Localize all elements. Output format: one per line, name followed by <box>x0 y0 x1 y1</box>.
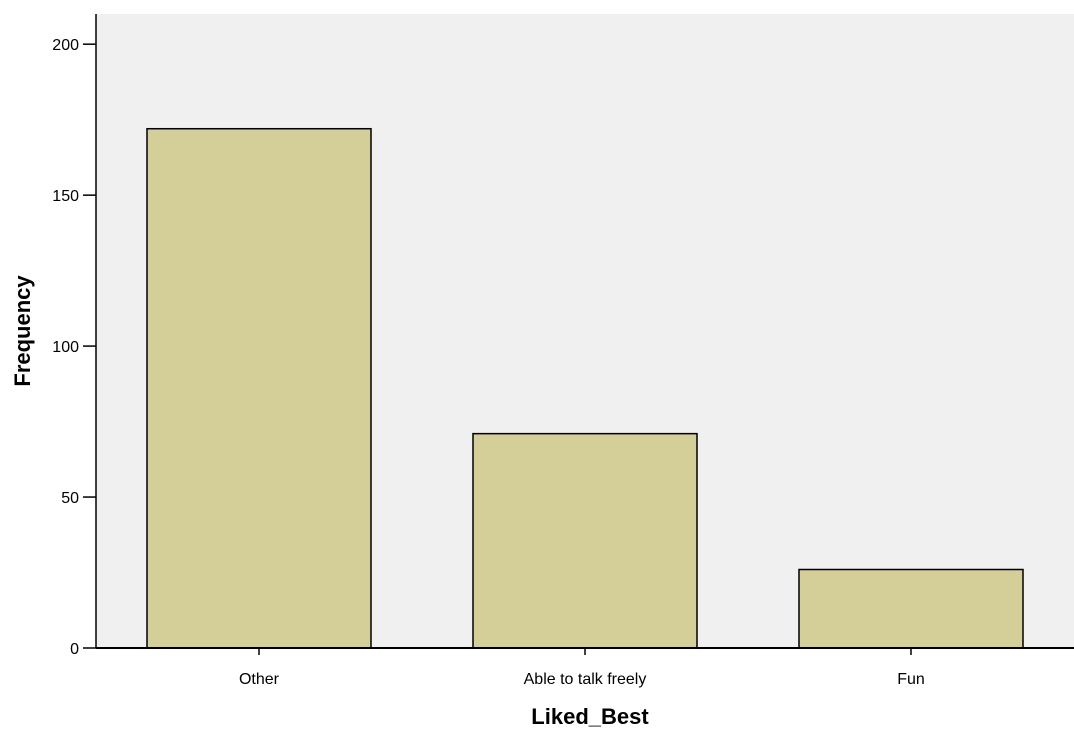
bar-able-to-talk-freely <box>472 432 698 649</box>
bar-other <box>146 127 372 649</box>
x-axis: Other Able to talk freely Fun <box>96 647 1074 688</box>
x-tick-label: Other <box>239 671 280 688</box>
bar-group <box>146 127 1024 649</box>
y-tick-label: 50 <box>61 490 79 507</box>
y-axis: 0 50 100 150 200 <box>52 14 97 658</box>
y-axis-title: Frequency <box>10 275 35 387</box>
y-tick-label: 150 <box>52 188 79 205</box>
y-tick-label: 100 <box>52 339 79 356</box>
y-tick-label: 0 <box>70 641 79 658</box>
x-tick-label: Fun <box>897 671 925 688</box>
y-tick-label: 200 <box>52 37 79 54</box>
x-axis-title: Liked_Best <box>531 704 649 729</box>
bar-fun <box>798 568 1024 649</box>
x-tick-label: Able to talk freely <box>524 671 647 688</box>
